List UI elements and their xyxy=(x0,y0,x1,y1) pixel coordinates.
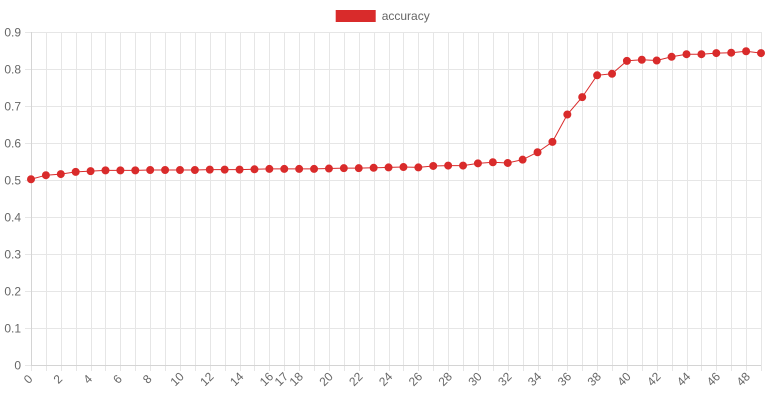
data-point[interactable] xyxy=(339,164,348,173)
y-tick-label: 0.8 xyxy=(4,63,21,77)
data-point[interactable] xyxy=(682,50,691,59)
data-point[interactable] xyxy=(712,49,721,58)
y-tick-label: 0 xyxy=(14,359,21,373)
data-point[interactable] xyxy=(369,163,378,172)
data-point[interactable] xyxy=(354,164,363,173)
data-point[interactable] xyxy=(459,161,468,170)
axes xyxy=(31,32,761,366)
data-point[interactable] xyxy=(295,164,304,173)
x-tick-label: 28 xyxy=(436,369,456,389)
data-point[interactable] xyxy=(593,71,602,80)
data-point[interactable] xyxy=(101,166,110,175)
data-point[interactable] xyxy=(71,167,80,176)
data-point[interactable] xyxy=(742,47,751,56)
legend[interactable]: accuracy xyxy=(335,9,430,23)
data-point[interactable] xyxy=(116,166,125,175)
data-point[interactable] xyxy=(622,56,631,65)
y-tick-label: 0.1 xyxy=(4,322,21,336)
series-line xyxy=(30,50,762,180)
data-point[interactable] xyxy=(175,166,184,175)
data-point[interactable] xyxy=(757,49,765,58)
data-point[interactable] xyxy=(637,55,646,64)
y-tick-label: 0.6 xyxy=(4,137,21,151)
x-tick-label: 2 xyxy=(51,372,66,387)
data-point[interactable] xyxy=(280,164,289,173)
data-point[interactable] xyxy=(131,166,140,175)
x-tick-label: 22 xyxy=(346,369,366,389)
legend-label[interactable]: accuracy xyxy=(382,9,430,23)
x-tick-label: 4 xyxy=(80,372,95,387)
data-point[interactable] xyxy=(697,50,706,59)
data-point[interactable] xyxy=(310,164,319,173)
series xyxy=(27,47,765,184)
data-point[interactable] xyxy=(488,158,497,167)
data-point[interactable] xyxy=(41,171,50,180)
data-point[interactable] xyxy=(235,165,244,174)
data-point[interactable] xyxy=(444,161,453,170)
x-tick-label: 34 xyxy=(525,369,545,389)
x-tick-label: 44 xyxy=(674,369,694,389)
x-tick-label: 6 xyxy=(110,372,125,387)
x-tick-label: 30 xyxy=(465,369,485,389)
x-tick-label: 8 xyxy=(140,372,155,387)
data-point[interactable] xyxy=(161,166,170,175)
data-point[interactable] xyxy=(205,165,214,174)
data-point[interactable] xyxy=(414,163,423,172)
legend-swatch[interactable] xyxy=(335,10,376,22)
x-tick-label: 36 xyxy=(555,369,575,389)
data-point[interactable] xyxy=(190,166,199,175)
x-tick-label: 24 xyxy=(376,369,396,389)
grid xyxy=(25,32,762,371)
data-point[interactable] xyxy=(27,175,35,184)
data-point[interactable] xyxy=(652,56,661,65)
data-point[interactable] xyxy=(56,170,65,179)
data-point[interactable] xyxy=(503,158,512,167)
x-tick-label: 26 xyxy=(406,369,426,389)
data-point[interactable] xyxy=(220,165,229,174)
x-tick-label: 12 xyxy=(197,369,217,389)
data-point[interactable] xyxy=(667,52,676,61)
y-tick-label: 0.2 xyxy=(4,285,21,299)
x-tick-label: 38 xyxy=(585,369,605,389)
data-point[interactable] xyxy=(473,159,482,168)
data-point[interactable] xyxy=(250,165,259,174)
y-tick-label: 0.9 xyxy=(4,26,21,40)
y-axis-ticks: 0 0.1 0.2 0.3 0.4 0.5 0.6 0.7 0.8 0.9 xyxy=(4,26,21,373)
data-point[interactable] xyxy=(533,148,542,157)
data-point[interactable] xyxy=(146,166,155,175)
data-point[interactable] xyxy=(518,155,527,164)
x-tick-label: 32 xyxy=(495,369,515,389)
x-tick-label: 18 xyxy=(287,369,307,389)
data-point[interactable] xyxy=(429,161,438,170)
data-point[interactable] xyxy=(608,69,617,78)
data-point[interactable] xyxy=(548,137,557,146)
y-tick-label: 0.5 xyxy=(4,174,21,188)
x-tick-label: 0 xyxy=(21,372,36,387)
data-point[interactable] xyxy=(563,110,572,119)
x-tick-label: 20 xyxy=(316,369,336,389)
y-tick-label: 0.4 xyxy=(4,211,21,225)
x-tick-label: 14 xyxy=(227,369,247,389)
data-point[interactable] xyxy=(399,163,408,172)
data-point[interactable] xyxy=(384,163,393,172)
x-tick-label: 46 xyxy=(704,369,724,389)
x-tick-label: 48 xyxy=(734,369,754,389)
data-point[interactable] xyxy=(265,164,274,173)
y-tick-label: 0.3 xyxy=(4,248,21,262)
x-tick-label: 10 xyxy=(167,369,187,389)
y-tick-label: 0.7 xyxy=(4,100,21,114)
x-tick-label: 40 xyxy=(614,369,634,389)
data-point[interactable] xyxy=(324,164,333,173)
data-point[interactable] xyxy=(578,93,587,102)
data-point[interactable] xyxy=(727,48,736,57)
data-point[interactable] xyxy=(86,167,95,176)
x-tick-label: 42 xyxy=(644,369,664,389)
